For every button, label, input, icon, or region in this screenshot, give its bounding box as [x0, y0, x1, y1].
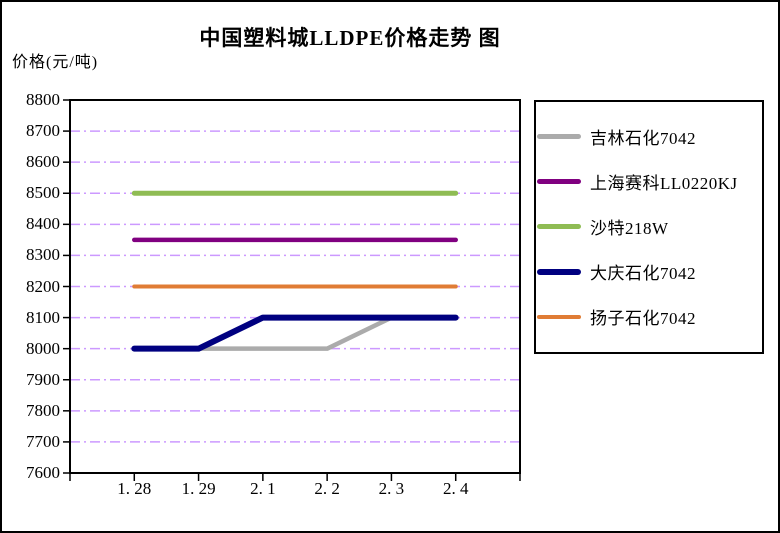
y-axis-tick-label: 8700	[26, 121, 60, 141]
legend-label: 上海赛科LL0220KJ	[590, 174, 738, 193]
legend-item-4: 扬子石化7042	[536, 294, 762, 339]
y-axis-tick-label: 8000	[26, 338, 60, 358]
legend-line-swatch	[537, 224, 581, 229]
legend: 吉林石化7042 上海赛科LL0220KJ 沙特218W 大庆石化7042 扬子石化70…	[534, 100, 764, 354]
y-axis-tick-label: 7900	[26, 369, 60, 389]
y-axis-tick-label: 8600	[26, 152, 60, 172]
legend-label: 沙特218W	[590, 219, 669, 238]
x-axis-tick-label: 1. 29	[181, 479, 216, 498]
series-line-0	[132, 315, 458, 351]
x-axis-tick-label: 2. 2	[314, 479, 340, 498]
legend-item-2: 沙特218W	[536, 204, 762, 249]
y-axis-tick-label: 8300	[26, 245, 60, 265]
y-axis-tick-label: 8800	[26, 90, 60, 109]
legend-label: 扬子石化7042	[590, 309, 696, 328]
y-axis-tick-label: 7700	[26, 431, 60, 451]
y-axis-tick-label: 7600	[26, 463, 60, 482]
legend-item-3: 大庆石化7042	[536, 249, 762, 294]
y-axis-tick-label: 8100	[26, 307, 60, 327]
legend-line-swatch	[537, 268, 581, 275]
y-axis-tick-label: 8200	[26, 276, 60, 296]
legend-line-swatch	[537, 314, 581, 319]
chart-title: 中国塑料城LLDPE价格走势 图	[199, 26, 501, 50]
series-line-3	[131, 314, 459, 352]
x-axis-tick-label: 2. 4	[442, 479, 469, 498]
y-axis-tick-label: 7800	[26, 400, 60, 420]
x-axis-tick-label: 2. 3	[378, 479, 405, 498]
x-axis-tick-label: 1. 28	[117, 479, 152, 498]
plot-area	[63, 99, 521, 481]
legend-item-0: 吉林石化7042	[536, 114, 762, 159]
x-axis-tick-label: 2. 1	[250, 479, 276, 498]
y-axis-tick-label: 8500	[26, 183, 60, 203]
legend-label: 吉林石化7042	[590, 129, 696, 148]
plot-border	[69, 99, 521, 474]
legend-line-swatch	[537, 179, 581, 184]
legend-label: 大庆石化7042	[590, 264, 696, 283]
legend-item-1: 上海赛科LL0220KJ	[536, 159, 762, 204]
y-axis-tick-label: 8400	[26, 214, 60, 234]
y-axis-title: 价格(元/吨)	[12, 54, 99, 71]
legend-line-swatch	[537, 134, 581, 139]
